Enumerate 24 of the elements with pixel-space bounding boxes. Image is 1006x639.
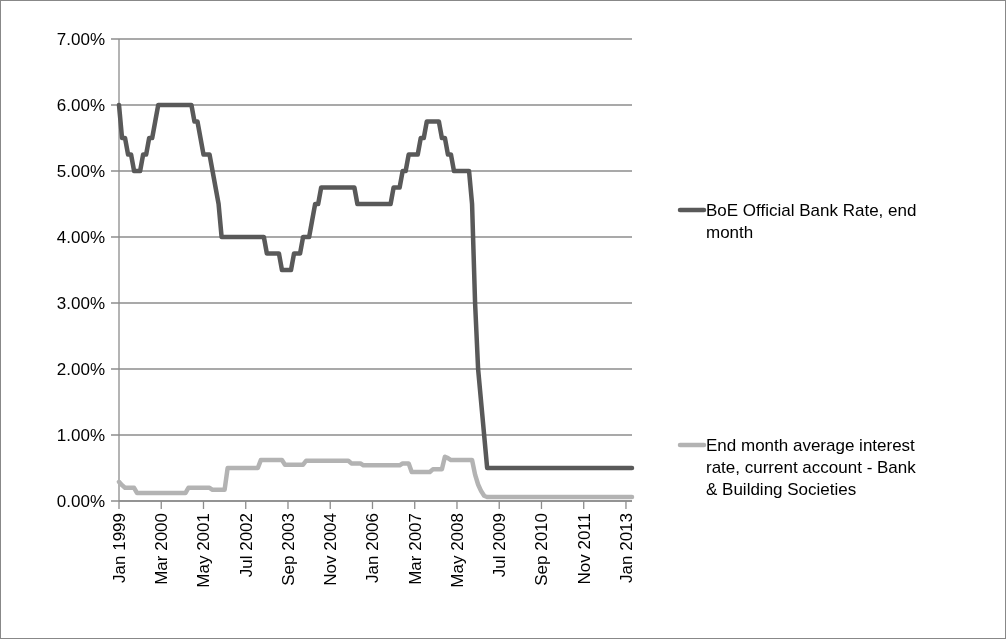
y-tick-label: 6.00% xyxy=(56,95,105,115)
y-tick-label: 2.00% xyxy=(56,359,105,379)
x-tick-label: Mar 2000 xyxy=(152,513,172,585)
x-tick-label: Sep 2010 xyxy=(532,513,552,586)
x-tick-label: Nov 2004 xyxy=(321,513,341,586)
x-tick-label: Jan 1999 xyxy=(109,513,129,583)
y-tick-label: 4.00% xyxy=(56,227,105,247)
x-tick-label: May 2001 xyxy=(194,513,214,588)
legend-label: BoE Official Bank Rate, end month xyxy=(706,200,917,242)
y-tick-label: 0.00% xyxy=(56,491,105,511)
x-tick-label: Jan 2006 xyxy=(363,513,383,583)
x-tick-label: Nov 2011 xyxy=(574,513,594,585)
y-tick-label: 7.00% xyxy=(56,29,105,49)
y-tick-label: 1.00% xyxy=(56,425,105,445)
x-tick-label: Sep 2003 xyxy=(278,513,298,586)
y-tick-label: 3.00% xyxy=(56,293,105,313)
x-tick-label: May 2008 xyxy=(447,513,467,588)
y-tick-label: 5.00% xyxy=(56,161,105,181)
legend-label: End month average interest rate, current account - Bank & Building Societies xyxy=(706,435,917,499)
x-tick-label: Jan 2013 xyxy=(616,513,636,583)
x-tick-label: Jul 2002 xyxy=(236,513,256,578)
x-tick-label: Mar 2007 xyxy=(405,513,425,585)
x-tick-label: Jul 2009 xyxy=(490,513,510,578)
line-series xyxy=(116,102,635,471)
